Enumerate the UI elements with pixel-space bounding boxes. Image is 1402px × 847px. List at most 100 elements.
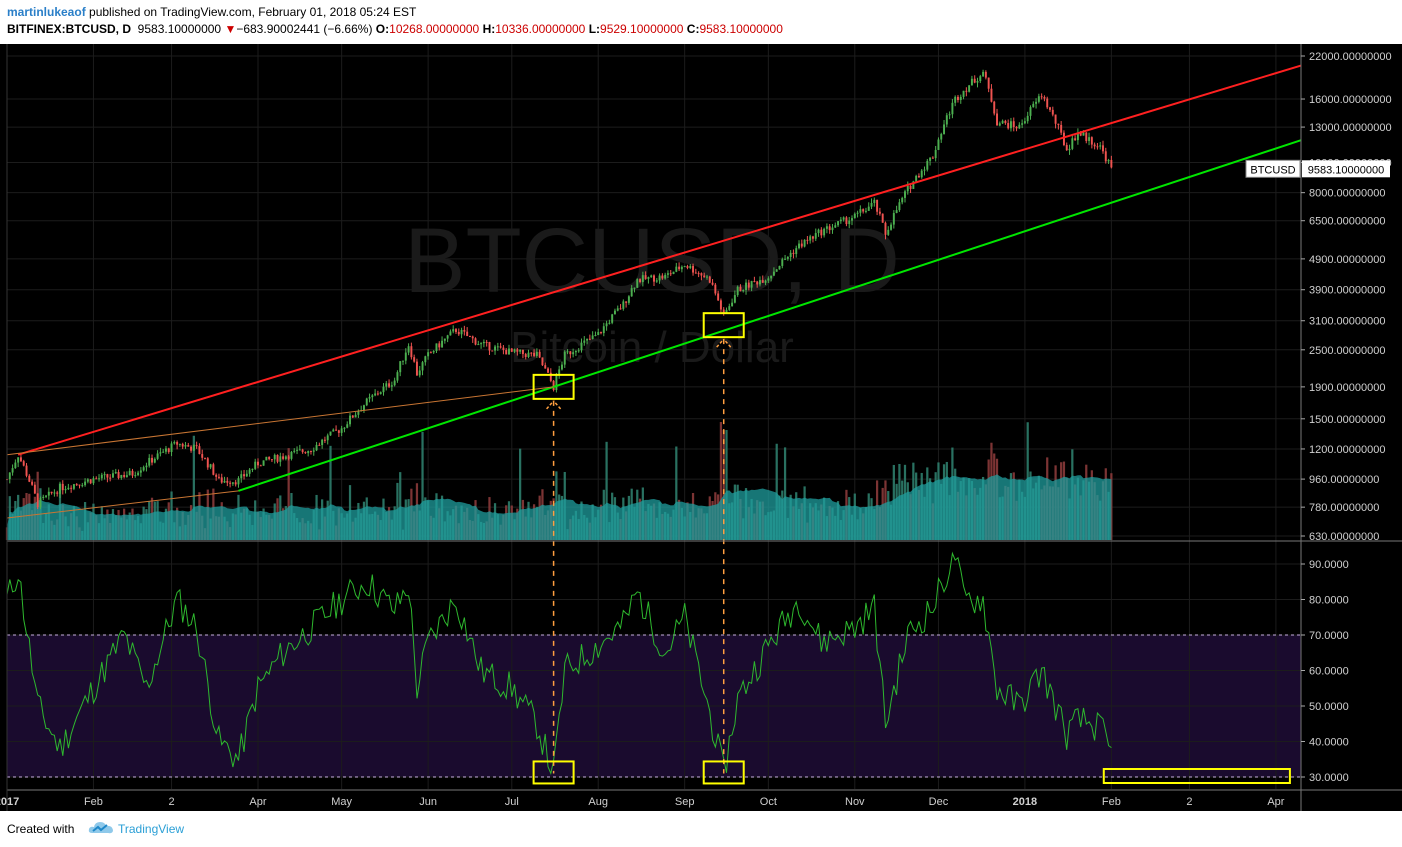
candle-body (530, 352, 533, 354)
candle-body (890, 224, 893, 230)
candle-body (460, 329, 463, 335)
candle-body (441, 340, 444, 348)
high-label: H: (482, 22, 496, 36)
price-tag-label-box (1245, 159, 1301, 178)
volume-bar (675, 446, 678, 540)
candle-body (109, 477, 112, 479)
candle-body (533, 352, 536, 356)
candle-body (349, 415, 351, 425)
low-value: 9529.10000000 (600, 22, 684, 36)
price-tick-label: 1900.00000000 (1309, 382, 1385, 394)
volume-bar (725, 430, 728, 540)
candle-body (884, 222, 887, 235)
arrow-head (546, 400, 555, 410)
footer: Created with TradingView (0, 811, 1402, 847)
candle-body (929, 157, 932, 161)
rsi-tick-label: 40.0000 (1309, 737, 1349, 749)
chart-canvas[interactable]: BTCUSD, D Bitcoin / Dollar 22000.0000000… (0, 44, 1402, 811)
candle-body (259, 465, 262, 467)
rsi-tick-label: 90.0000 (1309, 559, 1349, 571)
candle-body (1090, 137, 1093, 145)
candle-body (778, 265, 781, 270)
candle-body (948, 114, 951, 116)
candle-body (226, 480, 229, 483)
candle-body (733, 295, 736, 303)
candle-body (904, 191, 906, 198)
candle-body (864, 210, 867, 212)
candle-body (485, 341, 488, 343)
candle-body (42, 496, 45, 498)
candle-body (284, 456, 287, 459)
candle-body (81, 485, 84, 487)
candle-body (566, 351, 569, 353)
candle-body (86, 479, 89, 482)
candle-body (22, 461, 25, 466)
trendlines[interactable] (6, 64, 1302, 519)
candle-body (731, 302, 734, 307)
candle-body (753, 281, 756, 283)
last-price: 9583.10000000 (137, 22, 222, 36)
candle-body (435, 343, 438, 352)
candle-body (837, 221, 840, 226)
candle-body (346, 424, 349, 428)
candle-body (446, 335, 449, 339)
candle-body (39, 497, 42, 508)
candle-body (666, 273, 669, 275)
rsi-tick-label: 30.0000 (1309, 772, 1349, 784)
candle-body (215, 474, 218, 477)
candle-body (427, 352, 430, 357)
candle-body (823, 228, 826, 236)
candle-body (867, 206, 870, 211)
candle-body (206, 458, 209, 468)
candle-body (379, 392, 382, 394)
candle-body (301, 449, 304, 453)
fan-lower-line (6, 490, 239, 519)
candle-body (803, 239, 806, 247)
rsi-tick-label: 70.0000 (1309, 630, 1349, 642)
candle-body (385, 383, 388, 387)
candle-body (321, 439, 324, 446)
candle-body (683, 266, 686, 268)
candle-body (176, 442, 179, 445)
candle-body (480, 343, 483, 345)
rsi-tick-label: 50.0000 (1309, 701, 1349, 713)
candle-body (519, 349, 522, 352)
candle-body (223, 480, 226, 483)
candle-body (471, 336, 474, 339)
author-link[interactable]: martinlukeaof (7, 5, 86, 19)
candle-body (36, 493, 39, 508)
candle-body (982, 71, 985, 77)
candle-body (1088, 137, 1091, 141)
candle-body (1057, 123, 1060, 125)
candle-body (806, 239, 809, 241)
symbol-title[interactable]: BITFINEX:BTCUSD, D (7, 22, 131, 36)
candle-body (611, 314, 614, 323)
candle-body (11, 468, 14, 473)
candle-body (678, 266, 681, 270)
time-tick-label: Dec (929, 796, 949, 808)
candle-body (993, 101, 996, 114)
candle-body (1062, 132, 1065, 146)
candle-body (535, 351, 538, 356)
candle-body (912, 181, 915, 189)
candle-body (703, 275, 706, 278)
time-tick-label: 2 (1186, 796, 1192, 808)
candle-body (167, 448, 170, 452)
tradingview-link[interactable]: TradingView (118, 822, 185, 836)
annotations[interactable] (532, 312, 1291, 785)
candle-body (1071, 138, 1074, 149)
candle-body (1065, 145, 1068, 151)
candle-body (195, 445, 198, 447)
candle-body (92, 478, 95, 484)
candle-body (770, 275, 773, 279)
candle-body (139, 470, 142, 473)
candle-body (312, 450, 315, 452)
candle-body (597, 332, 600, 336)
tradingview-cloud-icon[interactable] (88, 819, 114, 837)
candle-body (452, 329, 455, 332)
candle-body (1079, 132, 1082, 136)
candle-body (747, 282, 750, 288)
candle-body (633, 287, 636, 289)
arrow-head (716, 338, 725, 348)
candle-body (1035, 101, 1038, 104)
